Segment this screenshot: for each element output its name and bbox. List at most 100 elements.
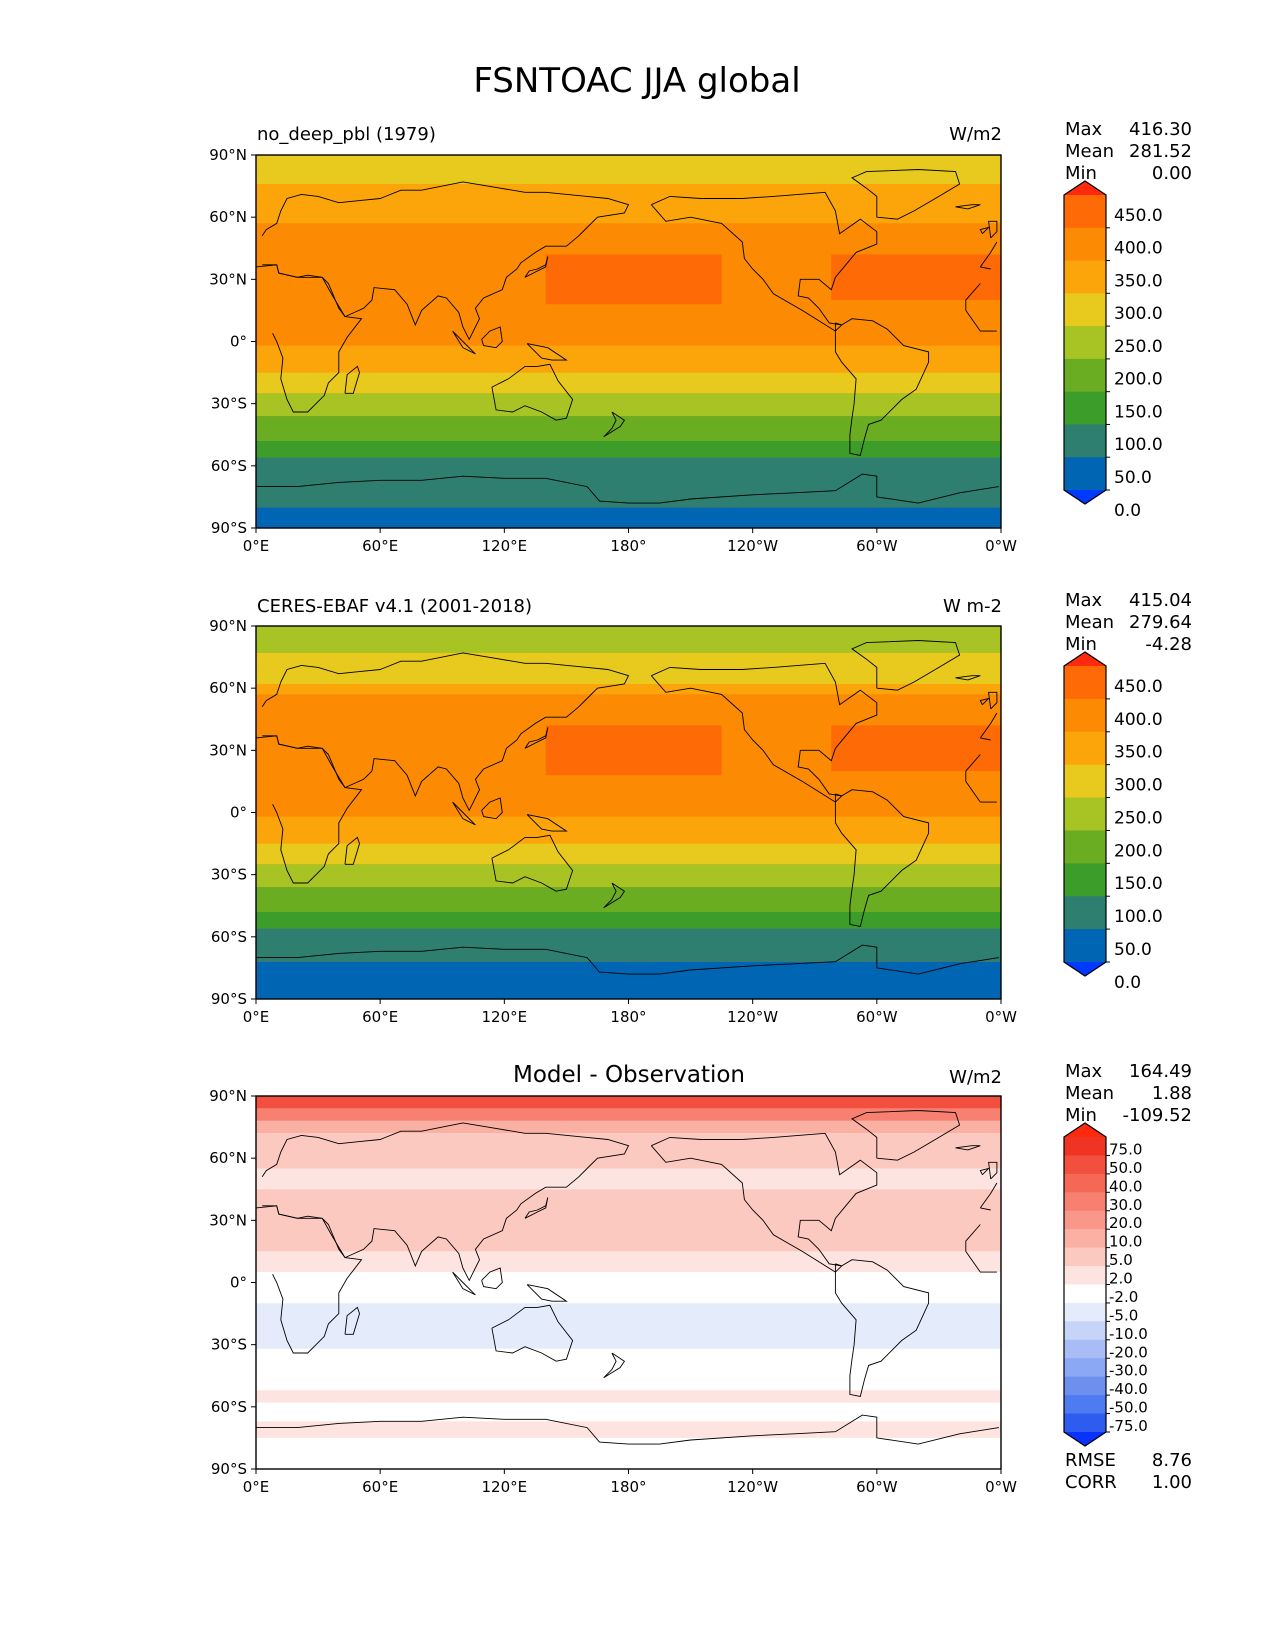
- coastline: [261, 1122, 998, 1282]
- colorbar-segment: [1064, 424, 1106, 458]
- zonal-band: [256, 393, 1001, 404]
- colorbar-tick-label: 250.0: [1114, 808, 1163, 828]
- colorbar-tick-label: 350.0: [1114, 743, 1163, 763]
- coastline: [481, 326, 503, 349]
- zonal-band: [256, 155, 1001, 172]
- lat-tick-label: 60°S: [211, 928, 247, 946]
- coastline: [256, 944, 999, 975]
- zonal-band: [256, 1303, 1001, 1349]
- coastline: [256, 473, 999, 504]
- zonal-band: [256, 961, 1001, 999]
- zonal-band: [256, 1251, 1001, 1273]
- stat-max-value: 415.04: [1129, 590, 1192, 611]
- zonal-band: [256, 184, 1001, 203]
- coastline: [256, 1414, 999, 1445]
- lat-tick-label: 0°: [230, 1274, 247, 1292]
- stat-min-label: Min: [1065, 634, 1097, 655]
- coastline: [491, 363, 574, 421]
- lat-tick-label: 60°N: [209, 679, 247, 697]
- lat-tick-label: 90°S: [211, 990, 247, 1008]
- lon-tick-label: 120°W: [727, 537, 778, 555]
- coastline: [255, 264, 997, 413]
- colorbar-tick-label: -20.0: [1109, 1343, 1148, 1361]
- colorbar-segment: [1064, 1247, 1106, 1267]
- coastline: [834, 318, 930, 457]
- coastline: [261, 181, 998, 341]
- zonal-band: [256, 440, 1001, 458]
- zonal-band: [256, 1390, 1001, 1403]
- zonal-band: [256, 171, 1001, 185]
- lat-tick-label: 30°N: [209, 270, 247, 288]
- coastline: [261, 652, 998, 812]
- zonal-band: [256, 1108, 1001, 1121]
- zonal-band: [256, 652, 1001, 668]
- coastline: [988, 1161, 998, 1180]
- coastline: [255, 735, 997, 884]
- rmse-value: 8.76: [1152, 1450, 1192, 1471]
- coastline: [481, 797, 503, 820]
- stat-mean-value: 281.52: [1129, 141, 1192, 162]
- lon-tick-label: 180°: [610, 1008, 646, 1026]
- coastline: [344, 836, 360, 865]
- lon-tick-label: 60°E: [362, 537, 398, 555]
- lon-tick-label: 120°E: [482, 537, 528, 555]
- lon-tick-label: 0°E: [243, 537, 270, 555]
- stat-mean-label: Mean: [1065, 612, 1114, 633]
- zonal-band: [256, 202, 1001, 224]
- lat-tick-label: 60°N: [209, 208, 247, 226]
- coastline: [955, 204, 981, 210]
- colorbar-segment: [1064, 797, 1106, 831]
- colorbar-tick-label: -75.0: [1109, 1417, 1148, 1435]
- lon-tick-label: 60°W: [856, 1008, 898, 1026]
- lat-tick-label: 30°N: [209, 1211, 247, 1229]
- colorbar-tick-label: -50.0: [1109, 1399, 1148, 1417]
- coastline: [491, 834, 574, 892]
- stats-block: Max 415.04 Mean 279.64 Min -4.28: [1065, 590, 1192, 655]
- colorbar-segment: [1064, 830, 1106, 864]
- lat-tick-label: 30°S: [211, 395, 247, 413]
- zonal-band: [256, 1272, 1001, 1304]
- colorbar-extend-min: [1064, 490, 1106, 504]
- zonal-band: [256, 358, 1001, 373]
- lon-tick-label: 60°E: [362, 1008, 398, 1026]
- zonal-band: [256, 428, 1001, 441]
- coastline: [603, 411, 626, 438]
- coastline: [452, 330, 476, 355]
- zonal-band: [256, 382, 1001, 394]
- metrics-block: RMSE 8.76 CORR 1.00: [1065, 1450, 1192, 1493]
- colorbar-tick-label: 20.0: [1109, 1214, 1142, 1232]
- ocean-maximum: [831, 725, 1001, 772]
- colorbar-segment: [1064, 1192, 1106, 1212]
- panel-title: no_deep_pbl (1979): [257, 124, 436, 145]
- zonal-band: [256, 887, 1001, 900]
- ocean-maximum: [545, 725, 722, 776]
- colorbar-segment: [1064, 227, 1106, 262]
- zonal-band: [256, 775, 1001, 817]
- coastline: [255, 1205, 997, 1354]
- colorbar-tick-label: 40.0: [1109, 1177, 1142, 1195]
- coastline: [851, 1110, 961, 1161]
- lat-tick-label: 90°N: [209, 146, 247, 164]
- zonal-band: [256, 1348, 1001, 1391]
- lon-tick-label: 0°W: [985, 1008, 1017, 1026]
- coastline: [526, 1284, 568, 1302]
- colorbar-segment: [1064, 391, 1106, 425]
- stats-block: Max 164.49 Mean 1.88 Min -109.52: [1065, 1061, 1192, 1126]
- colorbar-segment: [1064, 896, 1106, 930]
- zonal-band: [256, 1168, 1001, 1190]
- colorbar-tick-label: -30.0: [1109, 1362, 1148, 1380]
- colorbar-tick-label: 2.0: [1109, 1270, 1133, 1288]
- coastline: [526, 343, 568, 361]
- panel-units: W/m2: [949, 1067, 1002, 1088]
- colorbar-segment: [1064, 457, 1106, 491]
- lon-tick-label: 120°E: [482, 1478, 528, 1496]
- colorbar-tick-label: 300.0: [1114, 304, 1163, 324]
- coastline: [988, 691, 998, 710]
- coastline: [955, 1145, 981, 1151]
- colorbar: 450.0 400.0 350.0 300.0 250.0 200.0 150.0 100.0…: [1063, 180, 1163, 521]
- zonal-band: [256, 507, 1001, 528]
- coastline: [344, 365, 360, 394]
- stat-max-label: Max: [1065, 119, 1103, 140]
- coastline: [979, 226, 991, 235]
- corr-label: CORR: [1065, 1472, 1117, 1493]
